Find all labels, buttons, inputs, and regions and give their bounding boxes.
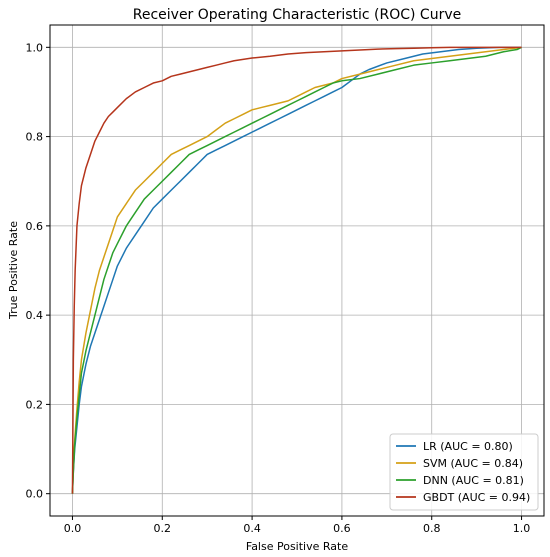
- x-tick-label: 0.8: [423, 522, 441, 535]
- y-tick-label: 0.4: [26, 309, 44, 322]
- grid-lines: [50, 25, 544, 516]
- x-tick-label: 0.2: [154, 522, 172, 535]
- series-lines: [71, 46, 522, 494]
- series-line-0: [71, 46, 522, 494]
- legend-label-0: LR (AUC = 0.80): [423, 440, 513, 453]
- x-tick-label: 0.4: [243, 522, 261, 535]
- axis-ticks: 0.0 0.2 0.4 0.6 0.8 1.0 0.0 0.2 0.4 0.6 0.8 1.0: [26, 41, 531, 535]
- series-line-3: [71, 46, 522, 494]
- x-tick-label: 1.0: [513, 522, 531, 535]
- y-tick-label: 0.0: [26, 488, 44, 501]
- legend: LR (AUC = 0.80) SVM (AUC = 0.84) DNN (AUC …: [389, 433, 539, 511]
- series-line-2: [71, 46, 522, 494]
- legend-box: [389, 433, 539, 511]
- x-tick-label: 0.0: [64, 522, 82, 535]
- series-line-1: [71, 46, 522, 494]
- chart-title: Receiver Operating Characteristic (ROC) …: [133, 7, 462, 23]
- y-axis-label: True Positive Rate: [7, 221, 20, 320]
- x-tick-label: 0.6: [333, 522, 351, 535]
- y-tick-label: 0.8: [26, 131, 44, 144]
- legend-label-1: SVM (AUC = 0.84): [423, 457, 523, 470]
- plot-frame: [49, 24, 545, 517]
- legend-label-2: DNN (AUC = 0.81): [423, 474, 524, 487]
- y-tick-label: 0.6: [26, 220, 44, 233]
- x-axis-label: False Positive Rate: [246, 540, 348, 553]
- legend-label-3: GBDT (AUC = 0.94): [423, 491, 530, 504]
- y-tick-label: 0.2: [26, 398, 44, 411]
- y-tick-label: 1.0: [26, 41, 44, 54]
